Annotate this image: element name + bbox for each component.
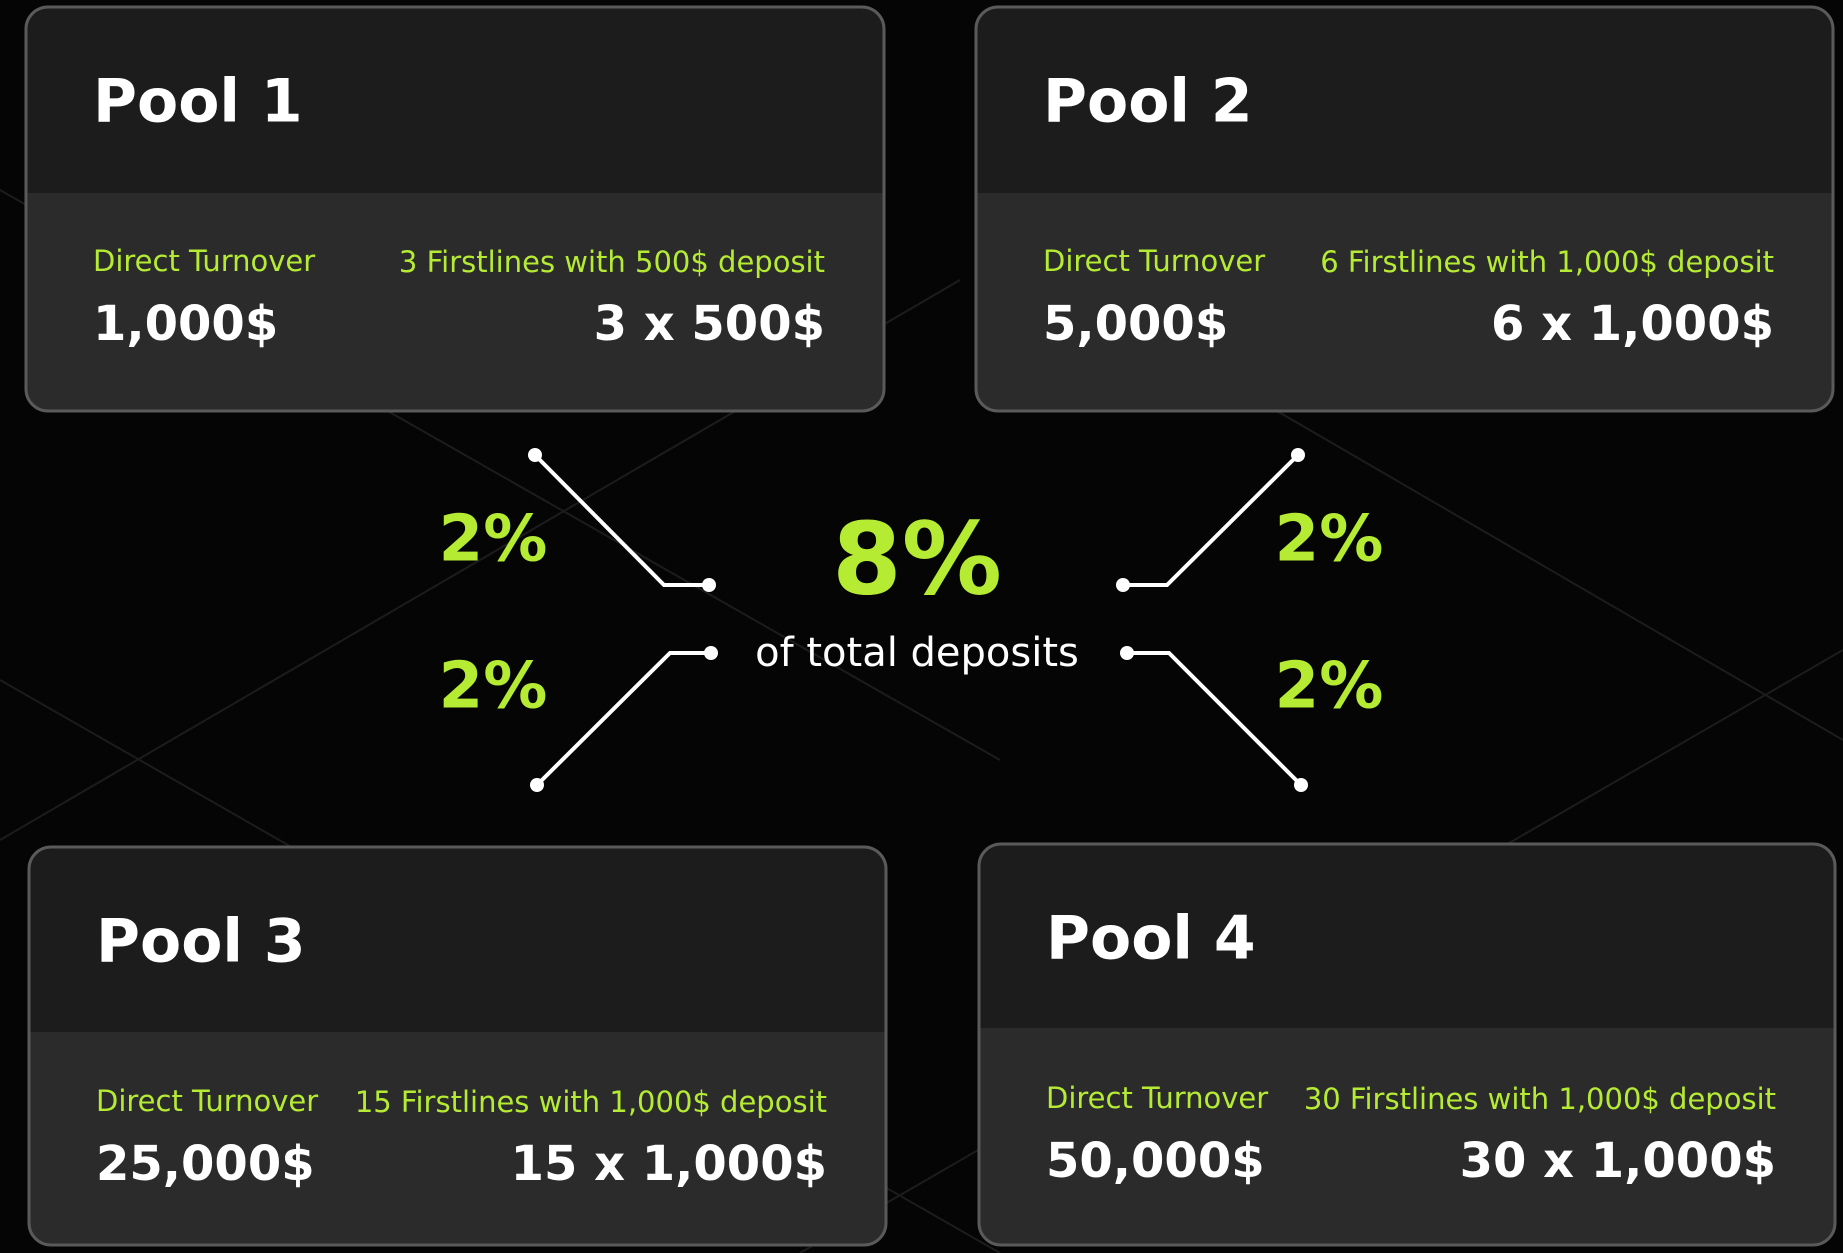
dot bbox=[1294, 778, 1308, 792]
dot bbox=[528, 448, 542, 462]
connector bbox=[533, 453, 709, 587]
card-header bbox=[29, 847, 886, 1032]
firstlines-value: 6 x 1,000$ bbox=[1491, 296, 1774, 352]
firstlines-value: 15 x 1,000$ bbox=[511, 1136, 827, 1192]
turnover-value: 25,000$ bbox=[96, 1136, 315, 1192]
connectors bbox=[533, 453, 1303, 787]
pool-title: Pool 1 bbox=[93, 67, 303, 137]
firstlines-value: 30 x 1,000$ bbox=[1460, 1133, 1776, 1189]
firstlines-label: 6 Firstlines with 1,000$ deposit bbox=[1320, 245, 1774, 279]
card-header bbox=[26, 7, 884, 193]
center-value: 8% bbox=[832, 500, 1002, 617]
center-caption: of total deposits bbox=[755, 630, 1079, 676]
turnover-value: 1,000$ bbox=[93, 296, 278, 352]
pool-card: Pool 4 Direct Turnover 50,000$ 30 Firstline… bbox=[977, 842, 1837, 1247]
connector bbox=[535, 651, 711, 787]
card-header bbox=[979, 844, 1835, 1028]
firstlines-label: 30 Firstlines with 1,000$ deposit bbox=[1304, 1082, 1776, 1116]
firstlines-label: 3 Firstlines with 500$ deposit bbox=[399, 245, 825, 279]
dot bbox=[1120, 646, 1134, 660]
connector bbox=[1127, 651, 1303, 787]
turnover-value: 5,000$ bbox=[1043, 296, 1228, 352]
card-border bbox=[27, 845, 888, 1247]
card-header bbox=[976, 7, 1833, 193]
pool-card: Pool 3 Direct Turnover 25,000$ 15 Firstline… bbox=[27, 845, 888, 1247]
dot bbox=[1116, 578, 1130, 592]
share: 2% bbox=[439, 650, 548, 724]
card-border bbox=[974, 5, 1835, 413]
dot bbox=[702, 578, 716, 592]
firstlines-label: 15 Firstlines with 1,000$ deposit bbox=[355, 1085, 827, 1119]
share: 2% bbox=[439, 503, 548, 577]
turnover-label: Direct Turnover bbox=[1046, 1081, 1268, 1115]
connector bbox=[1123, 453, 1300, 587]
card-border bbox=[977, 842, 1837, 1247]
share: 2% bbox=[1275, 650, 1384, 724]
dot bbox=[530, 778, 544, 792]
pool-card: Pool 1 Direct Turnover 1,000$ 3 Firstlines … bbox=[24, 5, 886, 413]
card-border bbox=[24, 5, 886, 413]
dot bbox=[1291, 448, 1305, 462]
turnover-value: 50,000$ bbox=[1046, 1133, 1265, 1189]
pool-title: Pool 4 bbox=[1046, 904, 1256, 974]
dot bbox=[704, 646, 718, 660]
turnover-label: Direct Turnover bbox=[96, 1084, 318, 1118]
pool-card: Pool 2 Direct Turnover 5,000$ 6 Firstlines … bbox=[974, 5, 1835, 413]
pool-title: Pool 2 bbox=[1043, 67, 1253, 137]
connector-dots bbox=[528, 448, 1308, 792]
turnover-label: Direct Turnover bbox=[93, 244, 315, 278]
share: 2% bbox=[1275, 503, 1384, 577]
firstlines-value: 3 x 500$ bbox=[594, 296, 825, 352]
turnover-label: Direct Turnover bbox=[1043, 244, 1265, 278]
pool-title: Pool 3 bbox=[96, 907, 306, 977]
